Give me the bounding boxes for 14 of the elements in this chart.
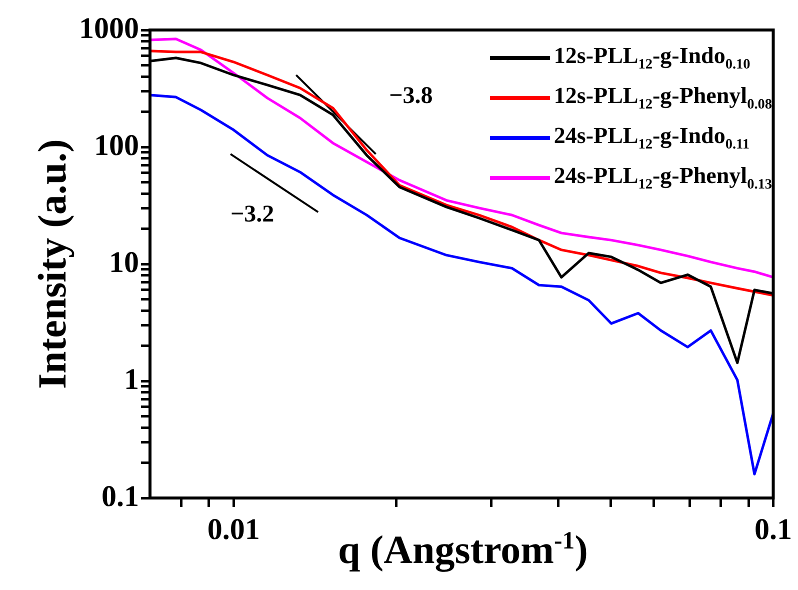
annotation: −3.8 [389,82,433,109]
y-tick-label: 1000 [79,12,139,45]
legend-label: 24s-PLL$_{12}$-g-Phenyl$_{0.13}$ [554,162,772,194]
x-axis-title: q (Angstrom$^{-1}$) [338,527,588,572]
y-axis-title: Intensity (a.u.) [28,138,76,390]
legend-label: 24s-PLL$_{12}$-g-Indo$_{0.11}$ [554,122,750,154]
y-tick-label: 1 [124,362,139,396]
y-tick-label: 100 [94,128,139,162]
x-tick-label: 0.01 [207,512,260,546]
annotation: −3.2 [230,201,274,228]
legend-label: 12s-PLL$_{12}$-g-Indo$_{0.10}$ [554,42,750,74]
legend-label: 12s-PLL$_{12}$-g-Phenyl$_{0.08}$ [554,82,772,114]
y-tick-label: 10 [109,246,139,279]
y-tick-label: 0.1 [102,480,139,513]
